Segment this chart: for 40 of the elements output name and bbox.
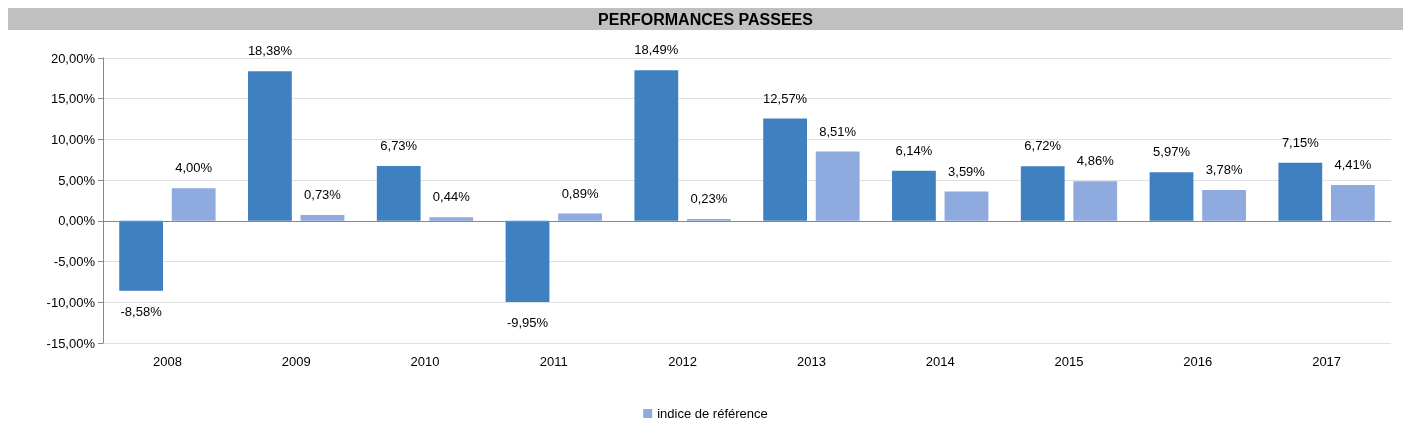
data-label: -8,58% — [120, 303, 163, 319]
x-tick-label: 2011 — [539, 354, 568, 369]
x-tick-label: 2012 — [668, 354, 698, 369]
data-label: 0,89% — [561, 185, 599, 201]
data-label: 7,15% — [1281, 134, 1320, 150]
y-tick-label: 15,00% — [50, 91, 96, 107]
data-label: 12,57% — [763, 90, 808, 106]
data-label: 0,44% — [432, 189, 471, 205]
x-tick-label: 2010 — [410, 354, 440, 369]
data-label: 3,78% — [1205, 162, 1243, 178]
y-tick-label: 20,00% — [50, 50, 96, 66]
y-tick-label: -15,00% — [46, 335, 96, 351]
x-tick-label: 2009 — [281, 354, 311, 369]
data-label: 8,51% — [819, 123, 857, 139]
x-tick-label: 2008 — [152, 354, 182, 369]
data-label: 0,23% — [690, 190, 728, 206]
y-tick-label: -10,00% — [46, 294, 96, 310]
y-tick-label: 0,00% — [58, 213, 96, 229]
data-label: 5,97% — [1153, 144, 1191, 160]
y-tick-label: 5,00% — [58, 172, 96, 188]
y-tick-label: -5,00% — [53, 254, 96, 270]
legend-label: indice de référence — [657, 406, 768, 421]
x-tick-label: 2016 — [1183, 354, 1213, 369]
chart-title: PERFORMANCES PASSEES — [598, 10, 814, 28]
data-label: 18,49% — [634, 42, 679, 58]
data-label: 6,73% — [380, 138, 418, 154]
x-tick-label: 2013 — [796, 354, 826, 369]
data-label: 0,73% — [304, 186, 342, 202]
data-label: 3,59% — [948, 163, 986, 179]
data-label: 4,86% — [1076, 153, 1115, 169]
data-label: 6,72% — [1024, 138, 1062, 154]
x-tick-label: 2017 — [1312, 354, 1342, 369]
data-label: -9,95% — [506, 314, 549, 330]
data-label: 4,00% — [175, 160, 213, 176]
y-tick-label: 10,00% — [50, 131, 96, 147]
x-tick-label: 2014 — [925, 354, 955, 369]
x-tick-label: 2015 — [1054, 354, 1084, 369]
data-label: 4,41% — [1334, 156, 1372, 172]
data-label: 6,14% — [895, 142, 933, 158]
data-label: 18,38% — [247, 43, 293, 59]
